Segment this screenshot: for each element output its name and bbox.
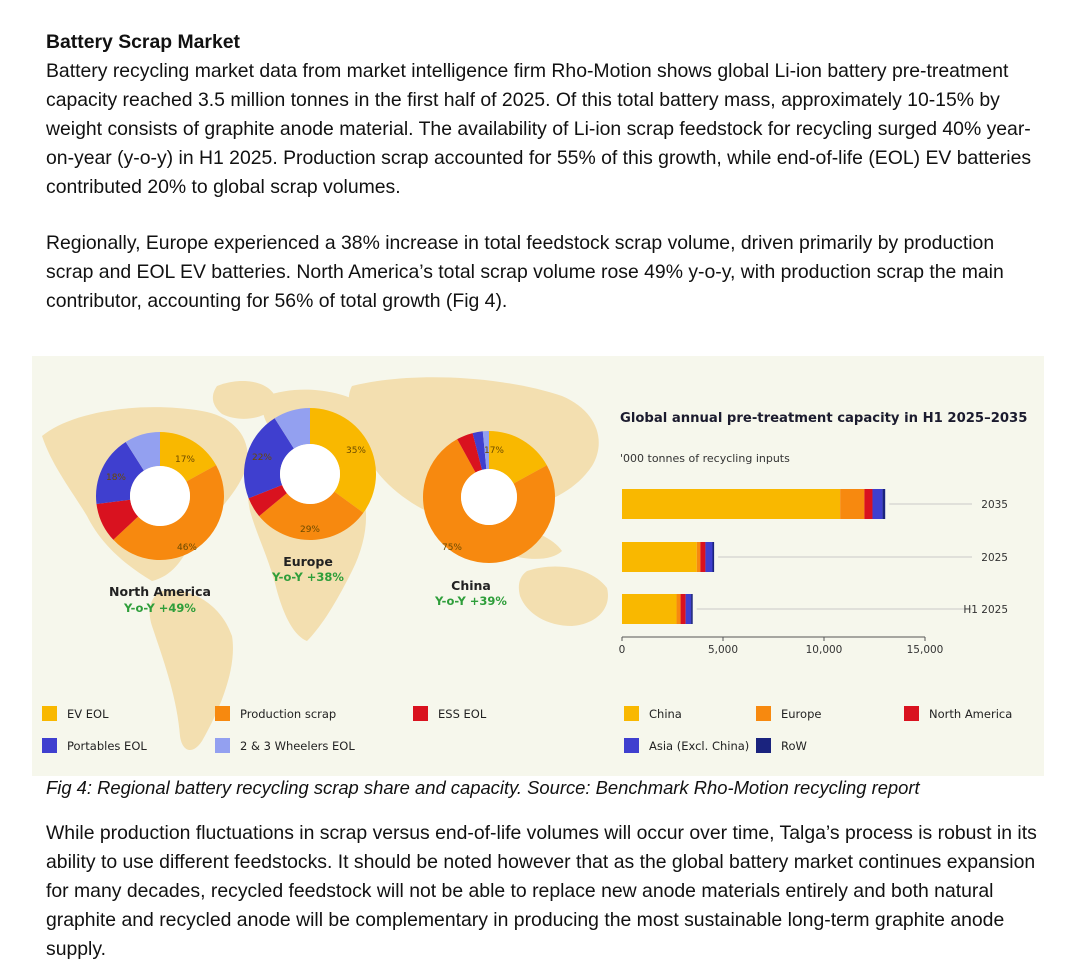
donut-slice-production_scrap xyxy=(113,465,225,560)
legend-label: Portables EOL xyxy=(67,739,147,753)
bar-segment-asia_excl_china xyxy=(872,489,883,519)
donut-north-america: 17% 46% 18% North America Y-o-Y +49% xyxy=(96,432,225,615)
donut-slice-production_scrap xyxy=(423,439,555,563)
donut-pct-label: 35% xyxy=(346,446,366,456)
bar-segment-north_america xyxy=(864,489,873,519)
donut-slice-ess_eol xyxy=(248,485,287,517)
capacity-bar-chart: Global annual pre-treatment capacity in … xyxy=(619,411,1028,656)
donut-slice-portables_eol xyxy=(244,418,294,499)
donut-hole xyxy=(280,444,340,504)
donut-pct-label: 22% xyxy=(252,453,272,463)
legend-swatch-portables_eol xyxy=(42,738,57,753)
x-tick-label: 0 xyxy=(619,644,626,656)
bar-segment-china xyxy=(622,594,677,624)
legend-label: 2 & 3 Wheelers EOL xyxy=(240,739,355,753)
legend-swatch-north_america xyxy=(904,706,919,721)
donut-growth-label: Y-o-Y +49% xyxy=(123,601,196,615)
bar-category-label: H1 2025 xyxy=(963,604,1008,616)
donut-pct-label: 17% xyxy=(175,455,195,465)
donut-pct-label: 18% xyxy=(106,473,126,483)
legend-label: China xyxy=(649,707,682,721)
legend-swatch-asia_excl_china xyxy=(624,738,639,753)
legend-label: Asia (Excl. China) xyxy=(649,739,749,753)
x-tick-label: 10,000 xyxy=(806,644,843,656)
legend-swatch-ess_eol xyxy=(413,706,428,721)
bar-segment-europe xyxy=(696,542,701,572)
donut-pct-label: 29% xyxy=(300,525,320,535)
x-tick-label: 15,000 xyxy=(907,644,944,656)
legend-label: EV EOL xyxy=(67,707,109,721)
donut-slice-ev_eol xyxy=(310,408,376,513)
donut-slice-two_three_wheelers_eol xyxy=(125,432,160,471)
legend-label: North America xyxy=(929,707,1012,721)
bar-category-label: 2025 xyxy=(981,552,1008,564)
paragraph-1: Battery recycling market data from marke… xyxy=(46,60,1032,198)
donut-slice-production_scrap xyxy=(259,491,364,540)
legend-swatch-production_scrap xyxy=(215,706,230,721)
bar-segment-row xyxy=(712,542,715,572)
bar-segment-asia_excl_china xyxy=(685,594,692,624)
donut-slice-portables_eol xyxy=(96,441,144,505)
legend-label: ESS EOL xyxy=(438,707,487,721)
bar-segment-row xyxy=(882,489,886,519)
donut-pct-label: 17% xyxy=(484,446,504,456)
donut-growth-label: Y-o-Y +38% xyxy=(271,570,344,584)
figure-svg: 17% 46% 18% North America Y-o-Y +49% 35% 29% 22… xyxy=(42,377,1028,753)
bar-segment-asia_excl_china xyxy=(705,542,713,572)
bar-segment-china xyxy=(622,489,841,519)
bar-chart-subtitle: '000 tonnes of recycling inputs xyxy=(620,452,790,465)
section-heading: Battery Scrap Market xyxy=(46,31,240,53)
donut-slice-ev_eol xyxy=(160,432,217,482)
donut-slice-two_three_wheelers_eol xyxy=(482,431,489,470)
paragraph-2: Regionally, Europe experienced a 38% inc… xyxy=(46,232,1004,312)
legend-label: RoW xyxy=(781,739,807,753)
donut-region-label: China xyxy=(451,578,491,593)
donut-hole xyxy=(461,469,517,525)
legend-swatch-two_three_wheelers_eol xyxy=(215,738,230,753)
donut-slice-ev_eol xyxy=(489,431,547,484)
donut-growth-label: Y-o-Y +39% xyxy=(434,594,507,608)
donut-pct-label: 46% xyxy=(177,543,197,553)
bar-chart-title: Global annual pre-treatment capacity in … xyxy=(620,411,1027,426)
donut-slice-portables_eol xyxy=(472,431,487,470)
legend-swatch-europe xyxy=(756,706,771,721)
donut-region-label: Europe xyxy=(283,554,333,569)
legend-label: Europe xyxy=(781,707,821,721)
donut-charts: 17% 46% 18% North America Y-o-Y +49% 35% 29% 22… xyxy=(96,408,555,615)
figure-caption: Fig 4: Regional battery recycling scrap … xyxy=(46,777,920,798)
map-australia xyxy=(518,566,608,626)
donut-hole xyxy=(130,466,190,526)
paragraph-3: While production fluctuations in scrap v… xyxy=(46,822,1037,960)
bar-category-label: 2035 xyxy=(981,499,1008,511)
legend-swatch-china xyxy=(624,706,639,721)
donut-slice-two_three_wheelers_eol xyxy=(274,408,310,449)
bar-segment-row xyxy=(691,594,693,624)
figure-4: 17% 46% 18% North America Y-o-Y +49% 35% 29% 22… xyxy=(32,356,1044,776)
donut-region-label: North America xyxy=(109,584,211,599)
donut-pct-label: 75% xyxy=(442,543,462,553)
x-tick-label: 5,000 xyxy=(708,644,738,656)
bar-segment-north_america xyxy=(680,594,686,624)
legend-swatch-ev_eol xyxy=(42,706,57,721)
legend-swatch-row xyxy=(756,738,771,753)
bar-segment-north_america xyxy=(700,542,706,572)
map-south-america xyxy=(149,590,233,751)
legend-label: Production scrap xyxy=(240,707,336,721)
figure-legend: EV EOL Production scrap ESS EOL Portables E… xyxy=(42,706,1012,753)
bar-segment-china xyxy=(622,542,697,572)
bar-segment-europe xyxy=(676,594,681,624)
donut-slice-ess_eol xyxy=(457,433,483,473)
donut-slice-ess_eol xyxy=(96,499,139,540)
map-greenland xyxy=(212,381,277,419)
bar-segment-europe xyxy=(840,489,865,519)
